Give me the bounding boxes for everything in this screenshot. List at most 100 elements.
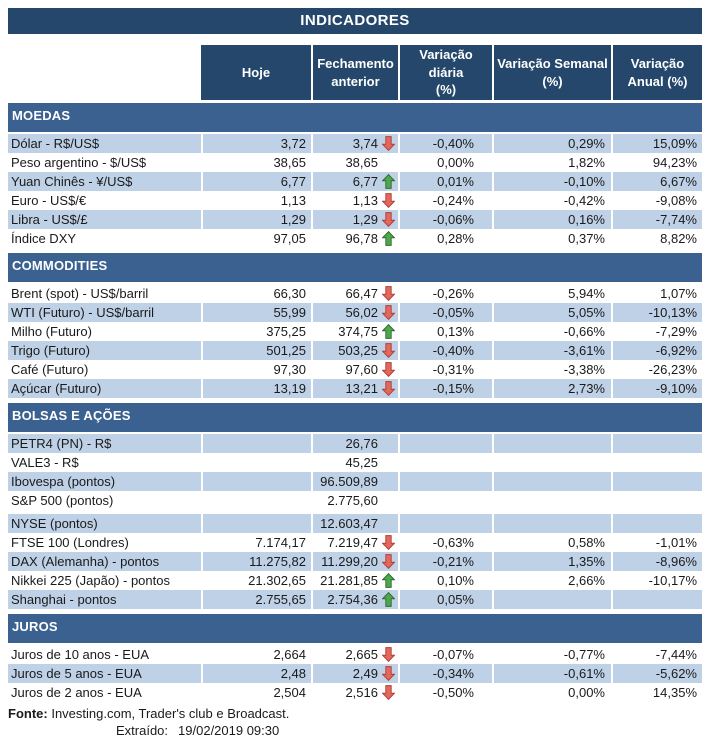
trend-arrow-slot <box>378 453 398 472</box>
cell-indicator-label: WTI (Futuro) - US$/barril <box>8 303 201 322</box>
cell-hoje: 97,30 <box>201 360 311 379</box>
cell-variacao-diaria: -0,24% <box>398 191 492 210</box>
table-row: FTSE 100 (Londres) 7.174,17 7.219,47 -0,… <box>8 533 702 552</box>
cell-fechamento-anterior: 374,75 <box>311 322 398 341</box>
trend-arrow-slot <box>378 172 398 191</box>
cell-fechamento-anterior: 2,516 <box>311 683 398 702</box>
cell-variacao-semanal <box>492 453 611 472</box>
section-header-label: BOLSAS E AÇÕES <box>12 408 131 423</box>
extracted-timestamp: 19/02/2019 09:30 <box>178 723 280 738</box>
cell-fechamento-value: 21.281,85 <box>320 573 378 588</box>
cell-variacao-diaria: -0,26% <box>398 284 492 303</box>
trend-arrow-slot <box>378 341 398 360</box>
cell-variacao-semanal: -3,38% <box>492 360 611 379</box>
arrow-down-icon <box>381 666 395 681</box>
cell-variacao-semanal <box>492 491 611 510</box>
cell-hoje: 1,29 <box>201 210 311 229</box>
table-row: Juros de 2 anos - EUA 2,504 2,516 -0,50%… <box>8 683 702 702</box>
cell-fechamento-value: 2,665 <box>345 647 378 662</box>
cell-fechamento-value: 66,47 <box>345 286 378 301</box>
table-header-row: Hoje Fechamento anterior Variação diária… <box>8 45 702 100</box>
cell-variacao-anual: 6,67% <box>611 172 702 191</box>
table-row: Yuan Chinês - ¥/US$ 6,77 6,77 0,01% -0,1… <box>8 172 702 191</box>
table-row: WTI (Futuro) - US$/barril 55,99 56,02 -0… <box>8 303 702 322</box>
cell-variacao-diaria: -0,40% <box>398 341 492 360</box>
cell-variacao-semanal <box>492 472 611 491</box>
cell-fechamento-value: 1,29 <box>352 212 378 227</box>
cell-variacao-semanal: -0,66% <box>492 322 611 341</box>
cell-indicator-label: Juros de 5 anos - EUA <box>8 664 201 683</box>
table-row: S&P 500 (pontos) 2.775,60 <box>8 491 702 510</box>
cell-hoje: 2,504 <box>201 683 311 702</box>
cell-indicator-label: Euro - US$/€ <box>8 191 201 210</box>
cell-variacao-diaria: 0,13% <box>398 322 492 341</box>
cell-hoje: 501,25 <box>201 341 311 360</box>
cell-variacao-anual: -1,01% <box>611 533 702 552</box>
section-header-bolsas-e-a-es: BOLSAS E AÇÕES <box>8 403 702 432</box>
cell-hoje: 55,99 <box>201 303 311 322</box>
cell-variacao-anual <box>611 453 702 472</box>
table-row: Peso argentino - $/US$ 38,65 38,65 0,00%… <box>8 153 702 172</box>
table-row: Juros de 5 anos - EUA 2,48 2,49 -0,34% -… <box>8 664 702 683</box>
cell-variacao-semanal <box>492 590 611 609</box>
cell-hoje: 66,30 <box>201 284 311 303</box>
cell-variacao-semanal: 2,66% <box>492 571 611 590</box>
cell-variacao-semanal: 0,16% <box>492 210 611 229</box>
cell-variacao-anual: 14,35% <box>611 683 702 702</box>
arrow-up-icon <box>381 592 395 607</box>
table-row: Açúcar (Futuro) 13,19 13,21 -0,15% 2,73%… <box>8 379 702 398</box>
cell-variacao-diaria: -0,07% <box>398 645 492 664</box>
cell-hoje: 2.755,65 <box>201 590 311 609</box>
cell-fechamento-value: 2.754,36 <box>327 592 378 607</box>
cell-variacao-diaria <box>398 472 492 491</box>
table-row: NYSE (pontos) 12.603,47 <box>8 514 702 533</box>
arrow-up-icon <box>381 174 395 189</box>
trend-arrow-slot <box>378 229 398 248</box>
cell-variacao-diaria <box>398 434 492 453</box>
table-row: Trigo (Futuro) 501,25 503,25 -0,40% -3,6… <box>8 341 702 360</box>
cell-fechamento-value: 374,75 <box>338 324 378 339</box>
trend-arrow-slot <box>378 303 398 322</box>
column-header-fechamento-anterior: Fechamento anterior <box>311 45 398 100</box>
cell-variacao-diaria: -0,05% <box>398 303 492 322</box>
cell-fechamento-anterior: 2.775,60 <box>311 491 398 510</box>
cell-fechamento-anterior: 2,665 <box>311 645 398 664</box>
column-header-empty <box>8 45 201 100</box>
table-row: VALE3 - R$ 45,25 <box>8 453 702 472</box>
cell-hoje: 11.275,82 <box>201 552 311 571</box>
cell-fechamento-anterior: 12.603,47 <box>311 514 398 533</box>
section-header-label: JUROS <box>12 619 58 634</box>
cell-fechamento-anterior: 96,78 <box>311 229 398 248</box>
cell-fechamento-anterior: 2,49 <box>311 664 398 683</box>
cell-hoje: 3,72 <box>201 134 311 153</box>
cell-fechamento-anterior: 2.754,36 <box>311 590 398 609</box>
cell-variacao-anual: 8,82% <box>611 229 702 248</box>
arrow-up-icon <box>381 324 395 339</box>
trend-arrow-slot <box>378 571 398 590</box>
trend-arrow-slot <box>378 533 398 552</box>
cell-fechamento-value: 503,25 <box>338 343 378 358</box>
cell-variacao-diaria: -0,15% <box>398 379 492 398</box>
table-row: Café (Futuro) 97,30 97,60 -0,31% -3,38% … <box>8 360 702 379</box>
cell-hoje: 2,664 <box>201 645 311 664</box>
cell-fechamento-value: 1,13 <box>352 193 378 208</box>
cell-variacao-semanal <box>492 434 611 453</box>
cell-variacao-anual: 15,09% <box>611 134 702 153</box>
trend-arrow-slot <box>378 552 398 571</box>
cell-fechamento-value: 7.219,47 <box>327 535 378 550</box>
cell-variacao-anual <box>611 514 702 533</box>
cell-fechamento-anterior: 13,21 <box>311 379 398 398</box>
trend-arrow-slot <box>378 491 398 510</box>
cell-variacao-diaria: 0,01% <box>398 172 492 191</box>
cell-hoje <box>201 434 311 453</box>
cell-indicator-label: Açúcar (Futuro) <box>8 379 201 398</box>
trend-arrow-slot <box>378 472 398 491</box>
cell-variacao-anual <box>611 434 702 453</box>
cell-indicator-label: Café (Futuro) <box>8 360 201 379</box>
cell-variacao-diaria: -0,06% <box>398 210 492 229</box>
cell-variacao-anual: 94,23% <box>611 153 702 172</box>
trend-arrow-slot <box>378 434 398 453</box>
cell-variacao-semanal: 0,37% <box>492 229 611 248</box>
trend-arrow-slot <box>378 514 398 533</box>
cell-variacao-semanal: -3,61% <box>492 341 611 360</box>
